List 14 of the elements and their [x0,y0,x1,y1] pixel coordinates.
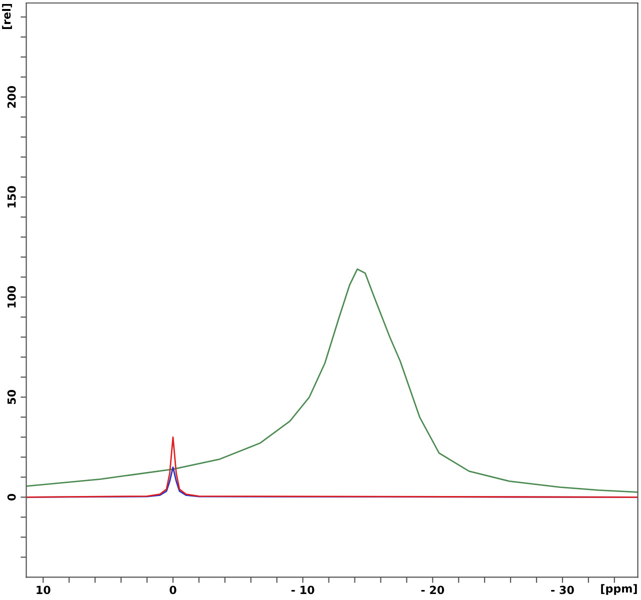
x-tick-label: - 30 [551,586,574,594]
x-axis-title: [ppm] [601,584,637,595]
y-tick-label: 200 [7,86,16,108]
line-series [26,436,638,498]
x-tick-label: 10 [36,586,50,594]
y-tick-label: 0 [7,494,16,501]
x-tick-label: - 20 [421,586,444,594]
y-tick-label: 50 [7,390,16,404]
y-axis-title: [rel] [2,4,12,30]
y-tick-label: 100 [7,286,16,308]
line-series [26,268,638,493]
x-tick-label: - 10 [291,586,314,594]
y-tick-label: 150 [7,186,16,208]
x-tick-label: 0 [170,586,176,594]
